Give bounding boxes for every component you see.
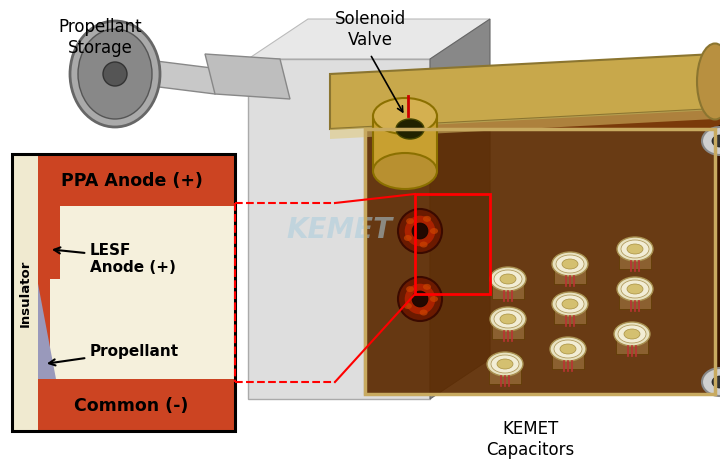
Ellipse shape — [554, 340, 582, 358]
Ellipse shape — [560, 344, 576, 354]
Bar — [489, 356, 521, 384]
Bar — [12, 155, 235, 207]
Ellipse shape — [494, 270, 522, 288]
Polygon shape — [715, 110, 720, 394]
Text: KEMET
Capacitors: KEMET Capacitors — [486, 419, 574, 458]
Ellipse shape — [430, 297, 438, 302]
Ellipse shape — [712, 136, 720, 148]
Ellipse shape — [627, 245, 643, 255]
Polygon shape — [365, 110, 720, 130]
Ellipse shape — [423, 217, 431, 222]
Bar — [616, 327, 648, 354]
Ellipse shape — [420, 242, 428, 248]
Ellipse shape — [550, 337, 586, 361]
Ellipse shape — [490, 307, 526, 331]
Ellipse shape — [487, 352, 523, 376]
Ellipse shape — [624, 329, 640, 339]
Ellipse shape — [621, 280, 649, 298]
Bar — [365, 130, 715, 394]
Polygon shape — [248, 20, 490, 60]
Ellipse shape — [396, 120, 424, 140]
Polygon shape — [95, 55, 220, 95]
Text: Propellant: Propellant — [49, 344, 179, 366]
Bar — [554, 257, 586, 284]
Ellipse shape — [614, 322, 650, 346]
Text: Propellant
Storage: Propellant Storage — [58, 18, 142, 57]
Bar — [415, 195, 490, 294]
Bar — [12, 379, 235, 431]
Ellipse shape — [420, 310, 428, 316]
Bar — [619, 281, 651, 309]
Ellipse shape — [712, 376, 720, 388]
Ellipse shape — [78, 30, 152, 120]
Ellipse shape — [404, 236, 412, 241]
Ellipse shape — [404, 303, 412, 309]
Ellipse shape — [494, 310, 522, 328]
Ellipse shape — [556, 296, 584, 313]
Bar — [373, 117, 437, 172]
Bar — [365, 130, 715, 394]
Ellipse shape — [491, 355, 519, 373]
Ellipse shape — [423, 284, 431, 290]
Ellipse shape — [497, 359, 513, 369]
Ellipse shape — [697, 44, 720, 120]
Polygon shape — [205, 55, 290, 100]
Ellipse shape — [103, 63, 127, 87]
Text: PPA Anode (+): PPA Anode (+) — [60, 172, 202, 189]
Bar — [12, 155, 235, 431]
Ellipse shape — [373, 99, 437, 135]
Ellipse shape — [562, 259, 578, 269]
Ellipse shape — [412, 224, 428, 239]
Ellipse shape — [406, 218, 414, 225]
Bar — [492, 311, 524, 339]
Polygon shape — [330, 55, 715, 130]
Ellipse shape — [702, 128, 720, 156]
Ellipse shape — [621, 240, 649, 258]
Bar — [248, 60, 430, 399]
Bar — [38, 207, 60, 379]
Text: LESF
Anode (+): LESF Anode (+) — [54, 242, 176, 275]
Polygon shape — [38, 284, 56, 379]
Ellipse shape — [398, 278, 442, 321]
Ellipse shape — [490, 268, 526, 291]
Bar — [12, 155, 38, 431]
Ellipse shape — [404, 283, 436, 315]
Ellipse shape — [702, 368, 720, 396]
Bar — [50, 279, 60, 379]
Ellipse shape — [398, 209, 442, 253]
Bar — [552, 341, 584, 369]
Ellipse shape — [556, 256, 584, 273]
Polygon shape — [330, 110, 715, 140]
Ellipse shape — [412, 291, 428, 307]
Bar — [12, 207, 235, 379]
Ellipse shape — [552, 292, 588, 317]
Bar — [554, 297, 586, 324]
Bar — [619, 241, 651, 269]
Text: Insulator: Insulator — [19, 259, 32, 327]
Ellipse shape — [500, 314, 516, 324]
Ellipse shape — [373, 154, 437, 189]
Bar — [492, 271, 524, 299]
Ellipse shape — [617, 238, 653, 261]
Ellipse shape — [406, 287, 414, 292]
Text: KEMET: KEMET — [286, 216, 392, 244]
Ellipse shape — [404, 216, 436, 248]
Ellipse shape — [617, 278, 653, 301]
Ellipse shape — [552, 252, 588, 277]
Ellipse shape — [500, 275, 516, 284]
Ellipse shape — [627, 284, 643, 294]
Ellipse shape — [70, 22, 160, 128]
Text: Common (-): Common (-) — [74, 396, 189, 414]
Text: Solenoid
Valve: Solenoid Valve — [334, 10, 405, 49]
Polygon shape — [430, 20, 490, 399]
Ellipse shape — [562, 299, 578, 309]
Ellipse shape — [618, 325, 646, 343]
Ellipse shape — [430, 228, 438, 235]
